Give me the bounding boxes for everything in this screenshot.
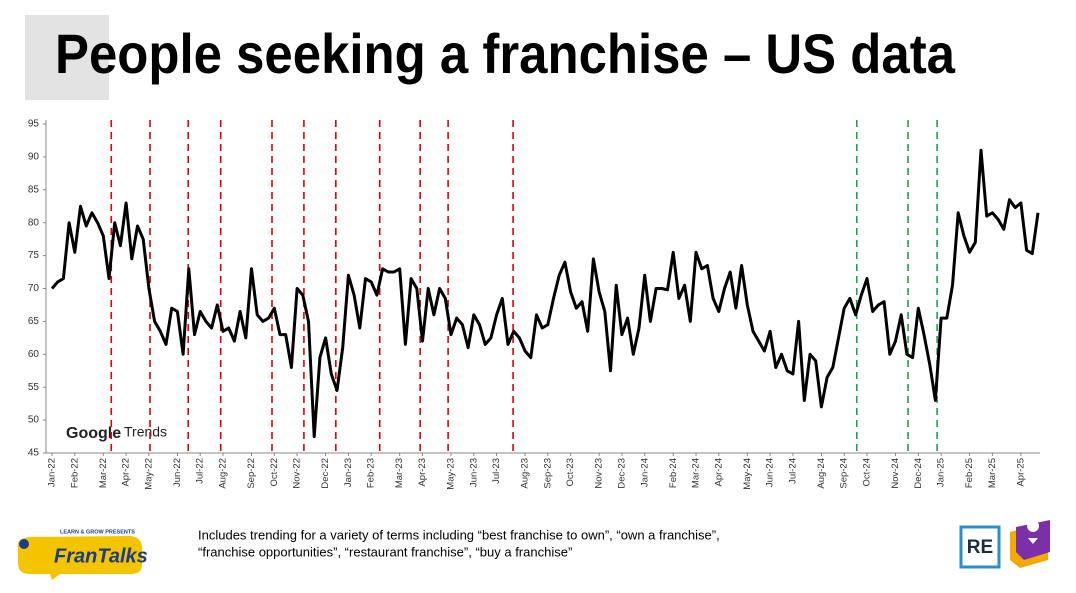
note-line: “franchise opportunities”, “restaurant f… <box>198 544 572 559</box>
x-tick-label: Aug-24 <box>816 458 827 489</box>
x-tick-label: Apr-24 <box>713 458 724 487</box>
x-tick-label: Jun-24 <box>765 458 776 487</box>
x-tick-label: Jan-23 <box>343 458 354 487</box>
re-box <box>959 525 1001 569</box>
x-tick-label: Mar-25 <box>987 458 998 488</box>
x-tick-label: Apr-22 <box>121 458 132 487</box>
logo-dot <box>19 539 29 549</box>
x-tick-label: May-22 <box>143 458 154 490</box>
y-tick-label: 60 <box>28 349 40 360</box>
plot: 45 50 55 60 65 70 75 80 85 90 95 Jan-22 Feb-22 Mar-22… <box>28 119 1040 490</box>
y-tick-label: 55 <box>28 382 40 393</box>
y-tick-label: 80 <box>28 217 40 228</box>
x-tick-label: May-23 <box>445 458 456 490</box>
x-tick-label: Dec-23 <box>616 458 627 489</box>
title-accent <box>25 15 109 100</box>
x-tick-label: Jul-23 <box>491 458 502 484</box>
x-tick-label: Jan-24 <box>639 458 650 487</box>
x-tick-label: Jan-22 <box>47 458 58 487</box>
y-tick-label: 85 <box>28 184 40 195</box>
x-tick-label: Sep-23 <box>542 458 553 489</box>
pin-logo <box>1010 520 1050 568</box>
x-tick-label: Dec-22 <box>320 458 331 489</box>
re-logo: RE <box>959 525 1001 569</box>
logo-presents: LEARN & GROW PRESENTS <box>60 529 135 535</box>
x-tick-label: Nov-24 <box>890 458 901 489</box>
y-tick-label: 65 <box>28 316 40 327</box>
logo-brand: FranTalks <box>54 545 148 567</box>
x-tick-label: Aug-22 <box>217 458 228 489</box>
re-text: RE <box>967 537 993 558</box>
x-tick-label: Oct-23 <box>565 458 576 487</box>
x-tick-label: Jul-22 <box>195 458 206 484</box>
pin-icon <box>1027 520 1040 544</box>
x-tick-label: Sep-24 <box>839 458 850 489</box>
y-tick-label: 45 <box>28 448 40 459</box>
watermark-google: Google <box>66 425 121 442</box>
y-tick-label: 70 <box>28 283 40 294</box>
x-tick-label: Apr-25 <box>1015 458 1026 487</box>
x-tick-label: Aug-23 <box>520 458 531 489</box>
frantalks-logo: LEARN & GROW PRESENTS FranTalks <box>17 529 148 580</box>
x-tick-label: Jun-23 <box>468 458 479 487</box>
x-tick-label: Nov-23 <box>594 458 605 489</box>
watermark-trends: Trends <box>124 424 167 440</box>
y-tick-label: 95 <box>28 119 40 130</box>
x-tick-label: Mar-22 <box>98 458 109 488</box>
x-tick-label: Oct-22 <box>269 458 280 487</box>
x-tick-label: Feb-22 <box>69 458 80 488</box>
x-tick-label: Feb-24 <box>668 458 679 488</box>
x-tick-label: Jul-24 <box>787 458 798 484</box>
x-tick-label: Sep-22 <box>246 458 257 489</box>
y-tick-label: 50 <box>28 415 40 426</box>
logo-badge <box>17 536 142 580</box>
x-tick-label: Nov-22 <box>292 458 303 489</box>
x-tick-label: Oct-24 <box>862 458 873 487</box>
note-line: Includes trending for a variety of terms… <box>198 527 720 542</box>
trend-line <box>50 148 1040 439</box>
x-tick-label: Dec-24 <box>913 458 924 489</box>
y-tick-label: 90 <box>28 152 40 163</box>
x-tick-label: Feb-25 <box>964 458 975 488</box>
x-tick-label: Mar-24 <box>691 458 702 488</box>
x-tick-label: Jan-25 <box>936 458 947 487</box>
x-tick-label: Jun-22 <box>172 458 183 487</box>
x-tick-label: Mar-23 <box>394 458 405 488</box>
y-tick-label: 75 <box>28 250 40 261</box>
x-tick-label: Feb-23 <box>366 458 377 488</box>
x-tick-label: May-24 <box>742 458 753 490</box>
x-tick-label: Apr-23 <box>417 458 428 487</box>
slide-title: People seeking a franchise – US data <box>55 22 956 85</box>
